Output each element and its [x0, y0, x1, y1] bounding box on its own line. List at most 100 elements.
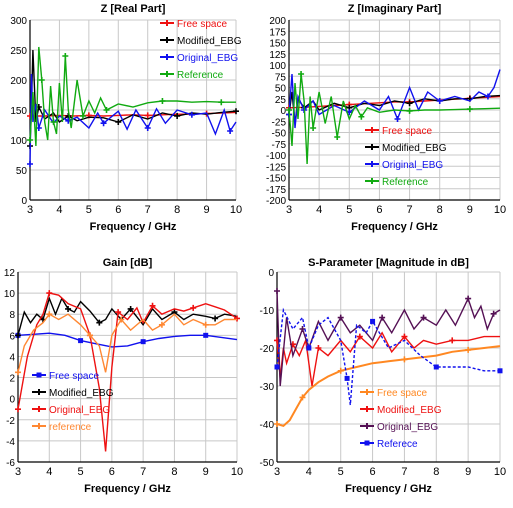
chart-panel-2: 3 4 5 6 7 8 9 10-200-175-150-125-100-75-50-2502…: [266, 3, 506, 233]
x-tick-label: 6: [115, 204, 121, 216]
legend-entry: reference: [32, 422, 92, 433]
data-point: [406, 107, 413, 114]
series-4: [286, 71, 501, 165]
data-point: [315, 345, 322, 351]
legend-label: Reference: [177, 70, 224, 81]
legend-label: Modified_EBG: [49, 388, 114, 399]
legend-entry: Free space: [160, 19, 227, 30]
x-tick-label: 9: [467, 204, 473, 216]
data-point: [337, 367, 344, 374]
y-tick-label: -175: [266, 185, 286, 196]
data-point: [144, 125, 151, 131]
data-point: [27, 137, 33, 143]
y-tick-label: -30: [260, 382, 275, 393]
legend-swatch-marker: [364, 389, 370, 395]
x-tick-label: 9: [204, 204, 210, 216]
series-line: [288, 69, 501, 129]
x-tick-label: 3: [27, 204, 33, 216]
data-point: [233, 108, 239, 115]
data-point: [436, 98, 443, 104]
legend-entry: Reference: [160, 70, 224, 81]
data-point: [465, 295, 472, 302]
legend-label: reference: [49, 422, 92, 433]
y-tick-label: -150: [266, 174, 286, 185]
x-tick-label: 10: [494, 204, 506, 216]
legend-swatch-marker: [164, 20, 170, 26]
legend-entry: Original_EBG: [160, 53, 238, 64]
data-point: [497, 368, 503, 374]
legend-entry: Original_EBG: [32, 405, 110, 416]
data-point: [86, 332, 93, 339]
y-tick-label: 250: [10, 46, 27, 57]
data-point: [394, 116, 401, 122]
y-tick-label: -40: [260, 420, 275, 431]
data-point: [46, 311, 53, 318]
legend-swatch-marker: [36, 406, 42, 412]
x-tick-label: 10: [231, 466, 243, 478]
data-point: [356, 333, 363, 340]
data-point: [401, 333, 408, 340]
data-point: [406, 100, 413, 107]
data-point: [234, 315, 240, 322]
data-point: [299, 394, 306, 401]
series-line: [17, 296, 238, 336]
y-tick-label: -10: [260, 306, 275, 317]
legend-label: Free space: [382, 126, 432, 137]
data-point: [149, 302, 156, 309]
data-point: [286, 107, 292, 113]
legend-label: Free space: [49, 371, 99, 382]
legend-swatch-marker: [36, 423, 42, 429]
data-point: [310, 125, 317, 131]
data-point: [334, 134, 341, 140]
legend-entry: Modified_EBG: [360, 405, 442, 416]
data-point: [79, 113, 86, 119]
data-point: [15, 406, 21, 413]
legend-label: Modified_EBG: [382, 143, 447, 154]
data-point: [203, 332, 209, 338]
data-point: [188, 111, 195, 118]
legend: Free space Modified_EBG Original_EBG Refere…: [365, 126, 447, 188]
series-line: [17, 332, 238, 348]
data-point: [490, 310, 497, 317]
data-point: [158, 321, 165, 328]
legend-swatch-marker: [369, 161, 375, 167]
chart-title: Z [Imaginary Part]: [348, 3, 442, 15]
legend: Free space Modified_EBG Original_EBG Refere…: [360, 388, 442, 450]
chart-panel-3: 3 4 5 6 7 8 9 10 -6 -4 -2 0 2 4 6 8 10 12 Gain [dB] Frequen…: [4, 257, 243, 495]
y-tick-label: 200: [269, 16, 286, 27]
x-tick-label: 8: [171, 466, 177, 478]
y-tick-label: -6: [6, 458, 15, 469]
series-4: [15, 311, 237, 376]
legend-swatch-marker: [36, 389, 42, 395]
series-4: [27, 46, 236, 147]
y-tick-label: 2: [9, 374, 15, 385]
legend: Free space Modified_EBG Original_EBG Refere…: [160, 19, 242, 81]
data-point: [46, 290, 53, 297]
data-point: [65, 305, 72, 312]
legend-entry: Free space: [32, 371, 99, 382]
x-tick-label: 4: [46, 466, 52, 478]
data-point: [218, 99, 225, 106]
data-point: [100, 120, 107, 127]
x-tick-label: 3: [274, 466, 280, 478]
legend-swatch-marker: [164, 54, 170, 60]
data-point: [274, 421, 280, 427]
y-tick-label: 100: [10, 136, 27, 147]
x-tick-label: 8: [433, 466, 439, 478]
y-tick-label: 8: [9, 310, 15, 321]
data-point: [420, 314, 427, 321]
y-tick-label: 0: [21, 196, 27, 207]
data-point: [190, 304, 197, 311]
data-point: [298, 71, 305, 77]
y-tick-label: 50: [16, 166, 28, 177]
y-tick-label: 0: [9, 395, 15, 406]
x-tick-label: 6: [370, 466, 376, 478]
data-point: [174, 113, 181, 119]
legend-label: Original_EBG: [49, 405, 110, 416]
series-1: [274, 345, 501, 428]
y-tick-label: 100: [269, 61, 286, 72]
x-tick-label: 3: [286, 204, 292, 216]
legend-entry: Reference: [365, 177, 429, 188]
legend-entry: Original_EBG: [365, 160, 443, 171]
